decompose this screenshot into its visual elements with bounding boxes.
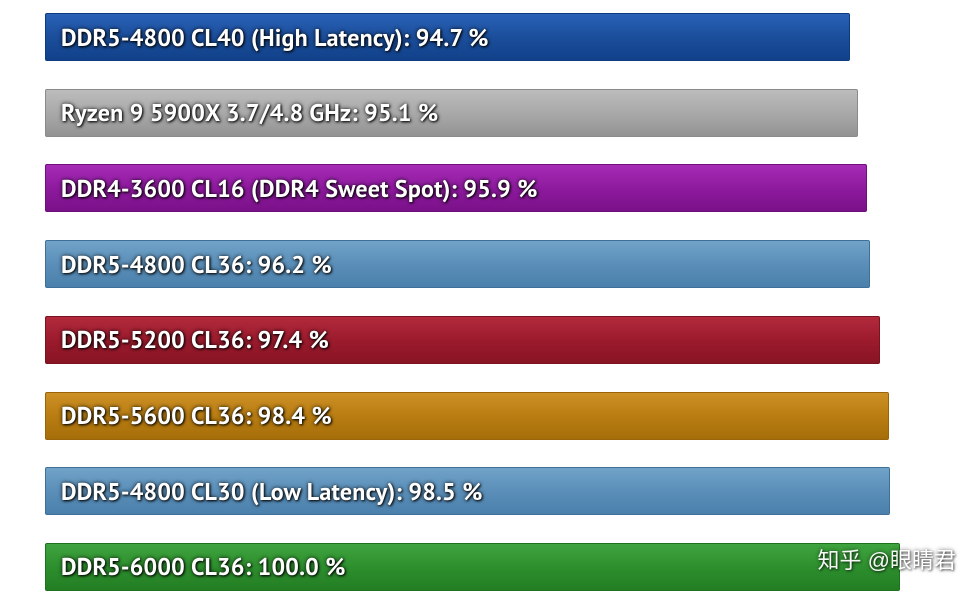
bar-label: DDR5-4800 CL30 (Low Latency): 98.5 % [61,476,483,507]
bar-label: DDR5-5200 CL36: 97.4 % [61,324,329,355]
bar-ddr5-4800-cl36: DDR5-4800 CL36: 96.2 % [45,240,870,288]
bar-row: DDR5-4800 CL36: 96.2 % [45,240,958,288]
bar-row: DDR5-4800 CL40 (High Latency): 94.7 % [45,13,958,61]
bar-ddr5-5200-cl36: DDR5-5200 CL36: 97.4 % [45,316,880,364]
bar-label: DDR5-5600 CL36: 98.4 % [61,400,332,431]
bar-row: DDR4-3600 CL16 (DDR4 Sweet Spot): 95.9 % [45,164,958,212]
bar-row: DDR5-4800 CL30 (Low Latency): 98.5 % [45,467,958,515]
bar-label: DDR5-4800 CL36: 96.2 % [61,249,332,280]
bar-ddr5-5600-cl36: DDR5-5600 CL36: 98.4 % [45,392,889,440]
bar-ddr5-6000-cl36: DDR5-6000 CL36: 100.0 % [45,543,900,591]
bar-row: DDR5-5200 CL36: 97.4 % [45,316,958,364]
bar-label: Ryzen 9 5900X 3.7/4.8 GHz: 95.1 % [61,97,438,128]
bar-row: DDR5-6000 CL36: 100.0 % [45,543,958,591]
bar-label: DDR4-3600 CL16 (DDR4 Sweet Spot): 95.9 % [61,173,538,204]
bar-ddr5-4800-cl40: DDR5-4800 CL40 (High Latency): 94.7 % [45,13,850,61]
bar-label: DDR5-4800 CL40 (High Latency): 94.7 % [61,22,489,53]
bar-row: DDR5-5600 CL36: 98.4 % [45,392,958,440]
bar-ddr4-3600-cl16: DDR4-3600 CL16 (DDR4 Sweet Spot): 95.9 % [45,164,867,212]
bar-row: Ryzen 9 5900X 3.7/4.8 GHz: 95.1 % [45,89,958,137]
bar-ddr5-4800-cl30: DDR5-4800 CL30 (Low Latency): 98.5 % [45,467,890,515]
bar-label: DDR5-6000 CL36: 100.0 % [61,551,346,582]
bar-ryzen-5900x: Ryzen 9 5900X 3.7/4.8 GHz: 95.1 % [45,89,858,137]
benchmark-bar-chart: DDR5-4800 CL40 (High Latency): 94.7 % Ry… [45,13,958,591]
